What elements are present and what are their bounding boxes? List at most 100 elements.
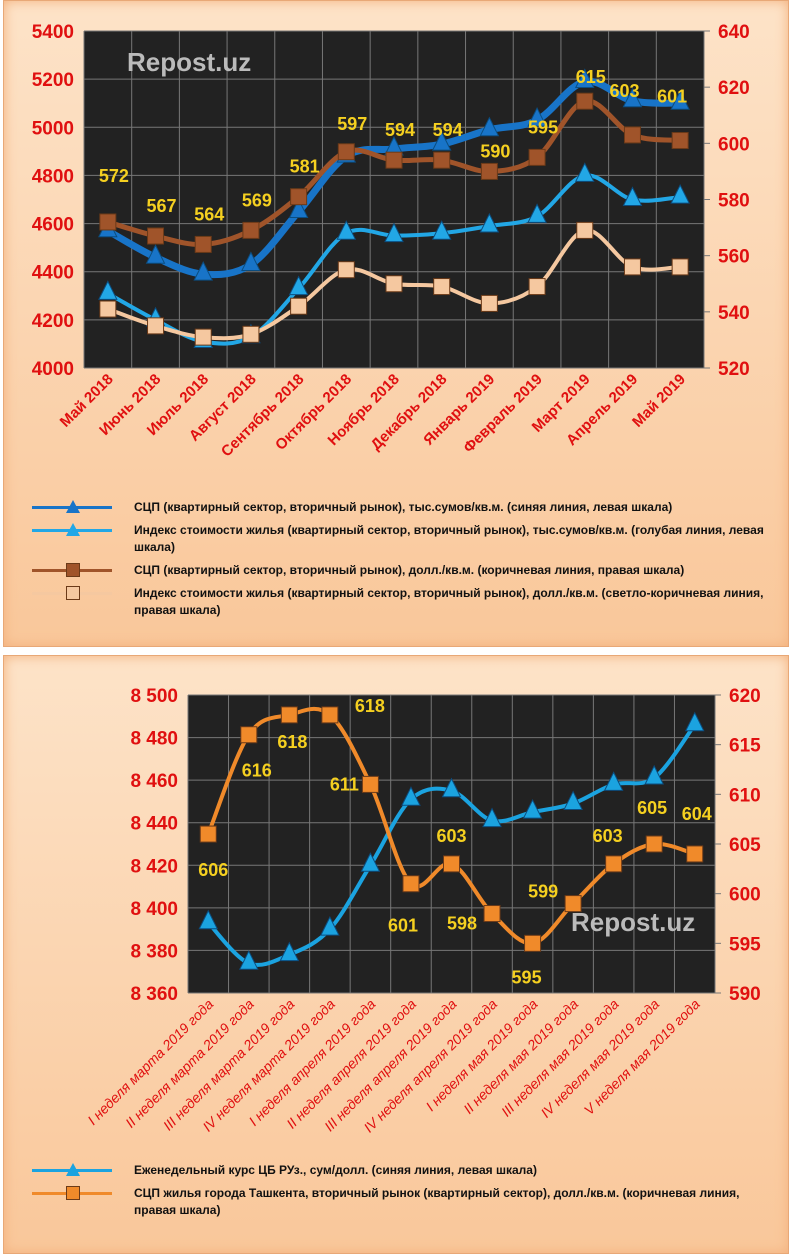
y-tick-label-right: 615 xyxy=(729,736,761,757)
y-tick-label-right: 600 xyxy=(718,134,750,155)
data-label: 594 xyxy=(433,120,463,140)
data-point-square xyxy=(199,825,217,843)
y-tick-label-left: 8 400 xyxy=(130,899,178,920)
y-tick-label-left: 5000 xyxy=(32,118,74,139)
x-tick-label: Сентябрь 2018 xyxy=(218,371,307,460)
y-tick-label-left: 8 380 xyxy=(130,941,178,962)
data-point-square xyxy=(564,895,582,913)
data-point-triangle xyxy=(527,106,547,127)
y-tick-label-left: 8 360 xyxy=(130,984,178,1005)
data-point-triangle xyxy=(574,68,595,89)
data-point-triangle xyxy=(401,786,421,806)
y-tick-label-left: 4400 xyxy=(32,263,74,284)
y-tick-label-left: 4200 xyxy=(32,311,74,332)
data-point-square xyxy=(99,213,117,231)
y-tick-label-left: 4800 xyxy=(32,166,74,187)
data-label: 603 xyxy=(436,826,466,846)
data-point-triangle xyxy=(479,116,500,137)
legend-label: Еженедельный курс ЦБ РУз., сум/долл. (си… xyxy=(134,1163,537,1177)
data-point-triangle xyxy=(320,916,340,936)
data-point-triangle xyxy=(603,771,624,791)
data-point-square xyxy=(147,317,165,335)
legend-item: СЦП (квартирный сектор, вторичный рынок)… xyxy=(4,562,764,579)
data-point-square xyxy=(194,328,212,346)
triangle-marker-icon xyxy=(66,1163,80,1176)
data-point-square xyxy=(524,934,542,952)
square-marker-icon xyxy=(66,563,80,577)
data-label: 603 xyxy=(593,826,623,846)
data-label: 605 xyxy=(637,798,667,818)
data-point-square xyxy=(385,275,403,293)
data-point-square xyxy=(280,706,298,724)
data-label: 581 xyxy=(290,157,320,177)
data-label: 569 xyxy=(242,190,272,210)
legend-item: СЦП жилья города Ташкента, вторичный рын… xyxy=(4,1185,764,1219)
legend: СЦП (квартирный сектор, вторичный рынок)… xyxy=(4,499,764,625)
data-point-triangle xyxy=(288,198,309,219)
data-point-square xyxy=(483,905,501,923)
data-point-square xyxy=(671,132,689,150)
data-point-triangle xyxy=(670,90,690,110)
y-tick-label-right: 540 xyxy=(718,303,750,324)
data-point-triangle xyxy=(241,251,261,271)
data-point-square xyxy=(528,278,546,296)
data-point-square xyxy=(480,162,498,180)
y-tick-label-right: 620 xyxy=(718,78,750,99)
y-tick-label-right: 595 xyxy=(729,934,761,955)
chart-panel-monthly: 4000 4200 4400 4600 4800 5000 5200 5400 520 540 56… xyxy=(3,0,789,647)
legend-item: Индекс стоимости жилья (квартирный секто… xyxy=(4,522,764,556)
data-point-triangle xyxy=(441,777,462,798)
data-point-square xyxy=(321,706,339,724)
data-point-square xyxy=(576,221,594,239)
y-tick-label-left: 4600 xyxy=(32,215,74,236)
y-tick-label-right: 605 xyxy=(729,835,761,856)
y-tick-label-right: 560 xyxy=(718,247,750,268)
data-label: 594 xyxy=(385,120,415,140)
data-point-triangle xyxy=(482,807,502,828)
data-label: 618 xyxy=(277,732,307,752)
data-label: 564 xyxy=(194,204,224,224)
triangle-marker-icon xyxy=(66,500,80,513)
data-point-square xyxy=(443,855,460,873)
y-tick-label-right: 580 xyxy=(718,191,750,212)
y-tick-label-left: 8 440 xyxy=(130,814,178,835)
monthly-price-chart: 4000 4200 4400 4600 4800 5000 5200 5400 520 540 56… xyxy=(32,22,750,460)
data-point-square xyxy=(623,258,641,276)
legend-item: Индекс стоимости жилья (квартирный секто… xyxy=(4,585,764,619)
data-label: 597 xyxy=(337,114,367,134)
data-point-square xyxy=(433,151,451,169)
data-point-triangle xyxy=(622,87,643,108)
legend-item: СЦП (квартирный сектор, вторичный рынок)… xyxy=(4,499,764,516)
data-point-triangle xyxy=(527,203,547,223)
data-point-triangle xyxy=(684,711,705,732)
y-tick-label-right: 600 xyxy=(729,885,761,906)
y-tick-label-left: 8 460 xyxy=(130,771,178,792)
legend-label: СЦП жилья города Ташкента, вторичный рын… xyxy=(134,1186,740,1217)
data-point-square xyxy=(385,151,403,169)
watermark: Repost.uz xyxy=(127,47,251,77)
data-label: 598 xyxy=(447,914,477,934)
data-point-square xyxy=(147,227,165,245)
data-point-square xyxy=(194,235,212,253)
y-tick-label-left: 8 500 xyxy=(130,686,178,707)
y-tick-label-right: 590 xyxy=(729,984,761,1005)
data-label: 611 xyxy=(330,774,359,794)
data-label: 601 xyxy=(388,916,418,936)
plot-area xyxy=(188,695,715,993)
data-label: 590 xyxy=(480,141,510,161)
chart-panel-weekly: 8 360 8 380 8 400 8 420 8 440 8 460 8 480 8 500… xyxy=(3,655,789,1254)
data-point-square xyxy=(242,325,260,343)
data-point-square xyxy=(671,258,689,276)
legend-item: Еженедельный курс ЦБ РУз., сум/долл. (си… xyxy=(4,1162,764,1179)
data-label: 615 xyxy=(576,67,606,87)
legend-label: СЦП (квартирный сектор, вторичный рынок)… xyxy=(134,500,673,514)
weekly-price-chart: 8 360 8 380 8 400 8 420 8 440 8 460 8 480 8 500… xyxy=(84,686,761,1136)
data-point-square xyxy=(528,148,546,166)
data-label: 601 xyxy=(657,87,687,107)
data-point-square xyxy=(290,188,308,206)
data-point-square xyxy=(623,126,641,144)
data-point-triangle xyxy=(384,222,404,243)
data-point-square xyxy=(99,300,117,318)
data-point-square xyxy=(433,278,451,296)
y-tick-label-left: 8 480 xyxy=(130,729,178,750)
